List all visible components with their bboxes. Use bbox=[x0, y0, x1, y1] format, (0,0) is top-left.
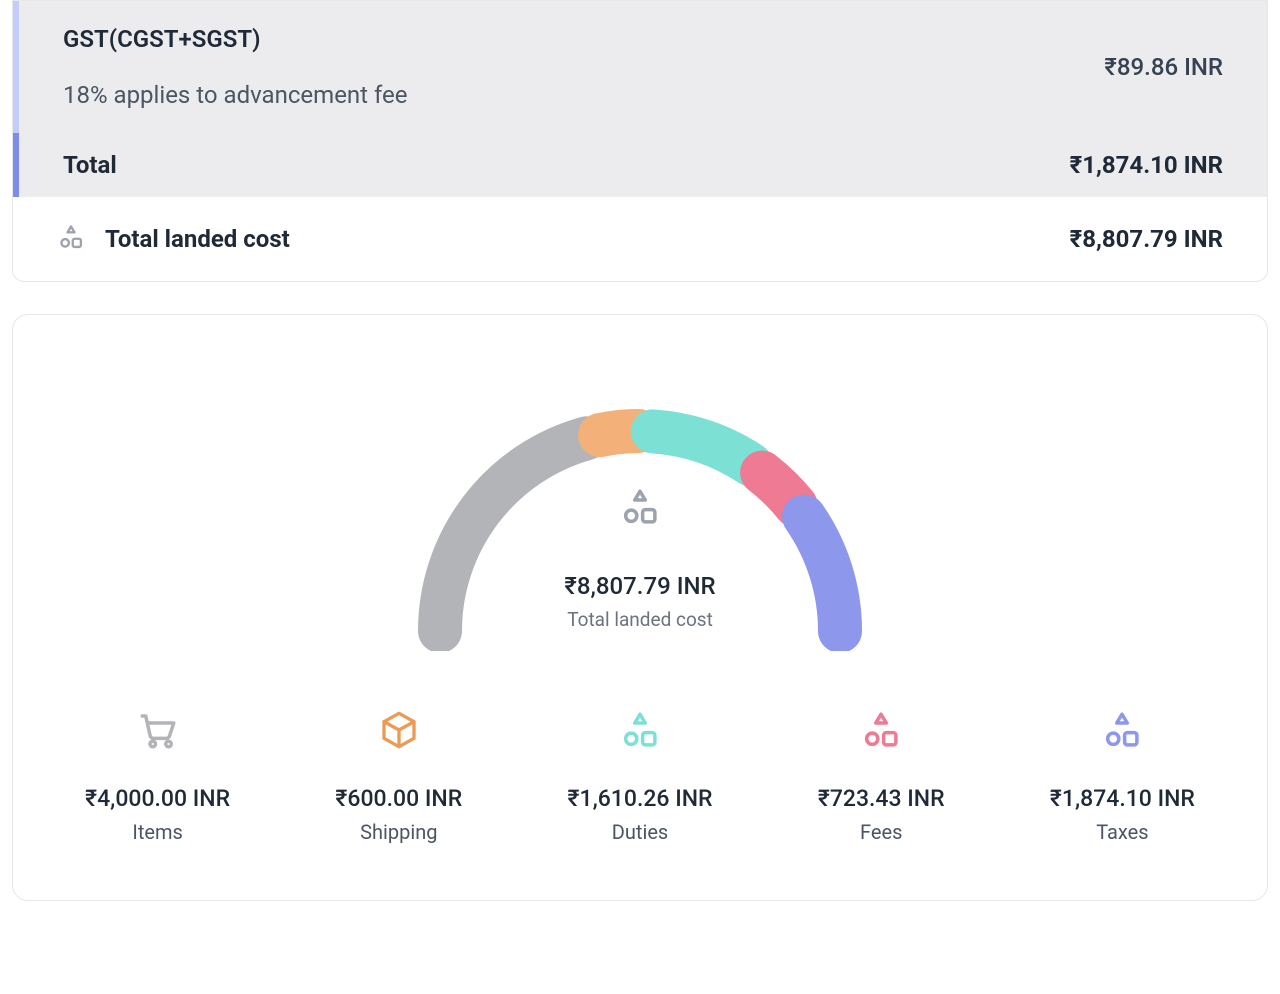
gst-title: GST(CGST+SGST) bbox=[63, 25, 408, 53]
breakdown-item-taxes: ₹1,874.10 INR Taxes bbox=[1010, 707, 1235, 844]
breakdown-label: Items bbox=[132, 820, 182, 844]
summary-card: GST(CGST+SGST) 18% applies to advancemen… bbox=[12, 0, 1268, 282]
breakdown-item-items: ₹4,000.00 INR Items bbox=[45, 707, 270, 844]
shapes-icon bbox=[1101, 707, 1143, 753]
gauge-total-label: Total landed cost bbox=[567, 608, 713, 631]
gst-amount: ₹89.86 INR bbox=[1104, 53, 1223, 81]
box-icon bbox=[379, 707, 419, 753]
gst-note: 18% applies to advancement fee bbox=[63, 81, 408, 109]
cost-gauge: ₹8,807.79 INR Total landed cost bbox=[380, 371, 900, 651]
breakdown-label: Fees bbox=[860, 820, 902, 844]
shapes-icon bbox=[619, 707, 661, 753]
breakdown-amount: ₹723.43 INR bbox=[818, 785, 945, 812]
breakdown-label: Duties bbox=[612, 820, 668, 844]
breakdown-label: Shipping bbox=[360, 820, 437, 844]
landed-cost-amount: ₹8,807.79 INR bbox=[1070, 225, 1223, 253]
gauge-total-value: ₹8,807.79 INR bbox=[564, 572, 715, 600]
gst-row: GST(CGST+SGST) 18% applies to advancemen… bbox=[13, 1, 1267, 133]
subtotal-row: Total ₹1,874.10 INR bbox=[13, 133, 1267, 197]
breakdown-amount: ₹1,874.10 INR bbox=[1050, 785, 1195, 812]
subtotal-amount: ₹1,874.10 INR bbox=[1070, 151, 1223, 179]
landed-cost-row: Total landed cost ₹8,807.79 INR bbox=[13, 197, 1267, 281]
cart-icon bbox=[137, 707, 179, 753]
breakdown-item-fees: ₹723.43 INR Fees bbox=[769, 707, 994, 844]
shapes-icon bbox=[619, 486, 661, 532]
landed-cost-label: Total landed cost bbox=[105, 225, 290, 253]
breakdown-item-duties: ₹1,610.26 INR Duties bbox=[527, 707, 752, 844]
subtotal-label: Total bbox=[63, 151, 117, 179]
breakdown-row: ₹4,000.00 INR Items ₹600.00 INR Shipping… bbox=[45, 707, 1235, 844]
breakdown-amount: ₹4,000.00 INR bbox=[85, 785, 230, 812]
breakdown-card: ₹8,807.79 INR Total landed cost ₹4,000.0… bbox=[12, 314, 1268, 901]
breakdown-amount: ₹1,610.26 INR bbox=[568, 785, 713, 812]
shapes-icon bbox=[860, 707, 902, 753]
breakdown-label: Taxes bbox=[1096, 820, 1148, 844]
shapes-icon bbox=[57, 223, 85, 255]
breakdown-amount: ₹600.00 INR bbox=[335, 785, 462, 812]
breakdown-item-shipping: ₹600.00 INR Shipping bbox=[286, 707, 511, 844]
